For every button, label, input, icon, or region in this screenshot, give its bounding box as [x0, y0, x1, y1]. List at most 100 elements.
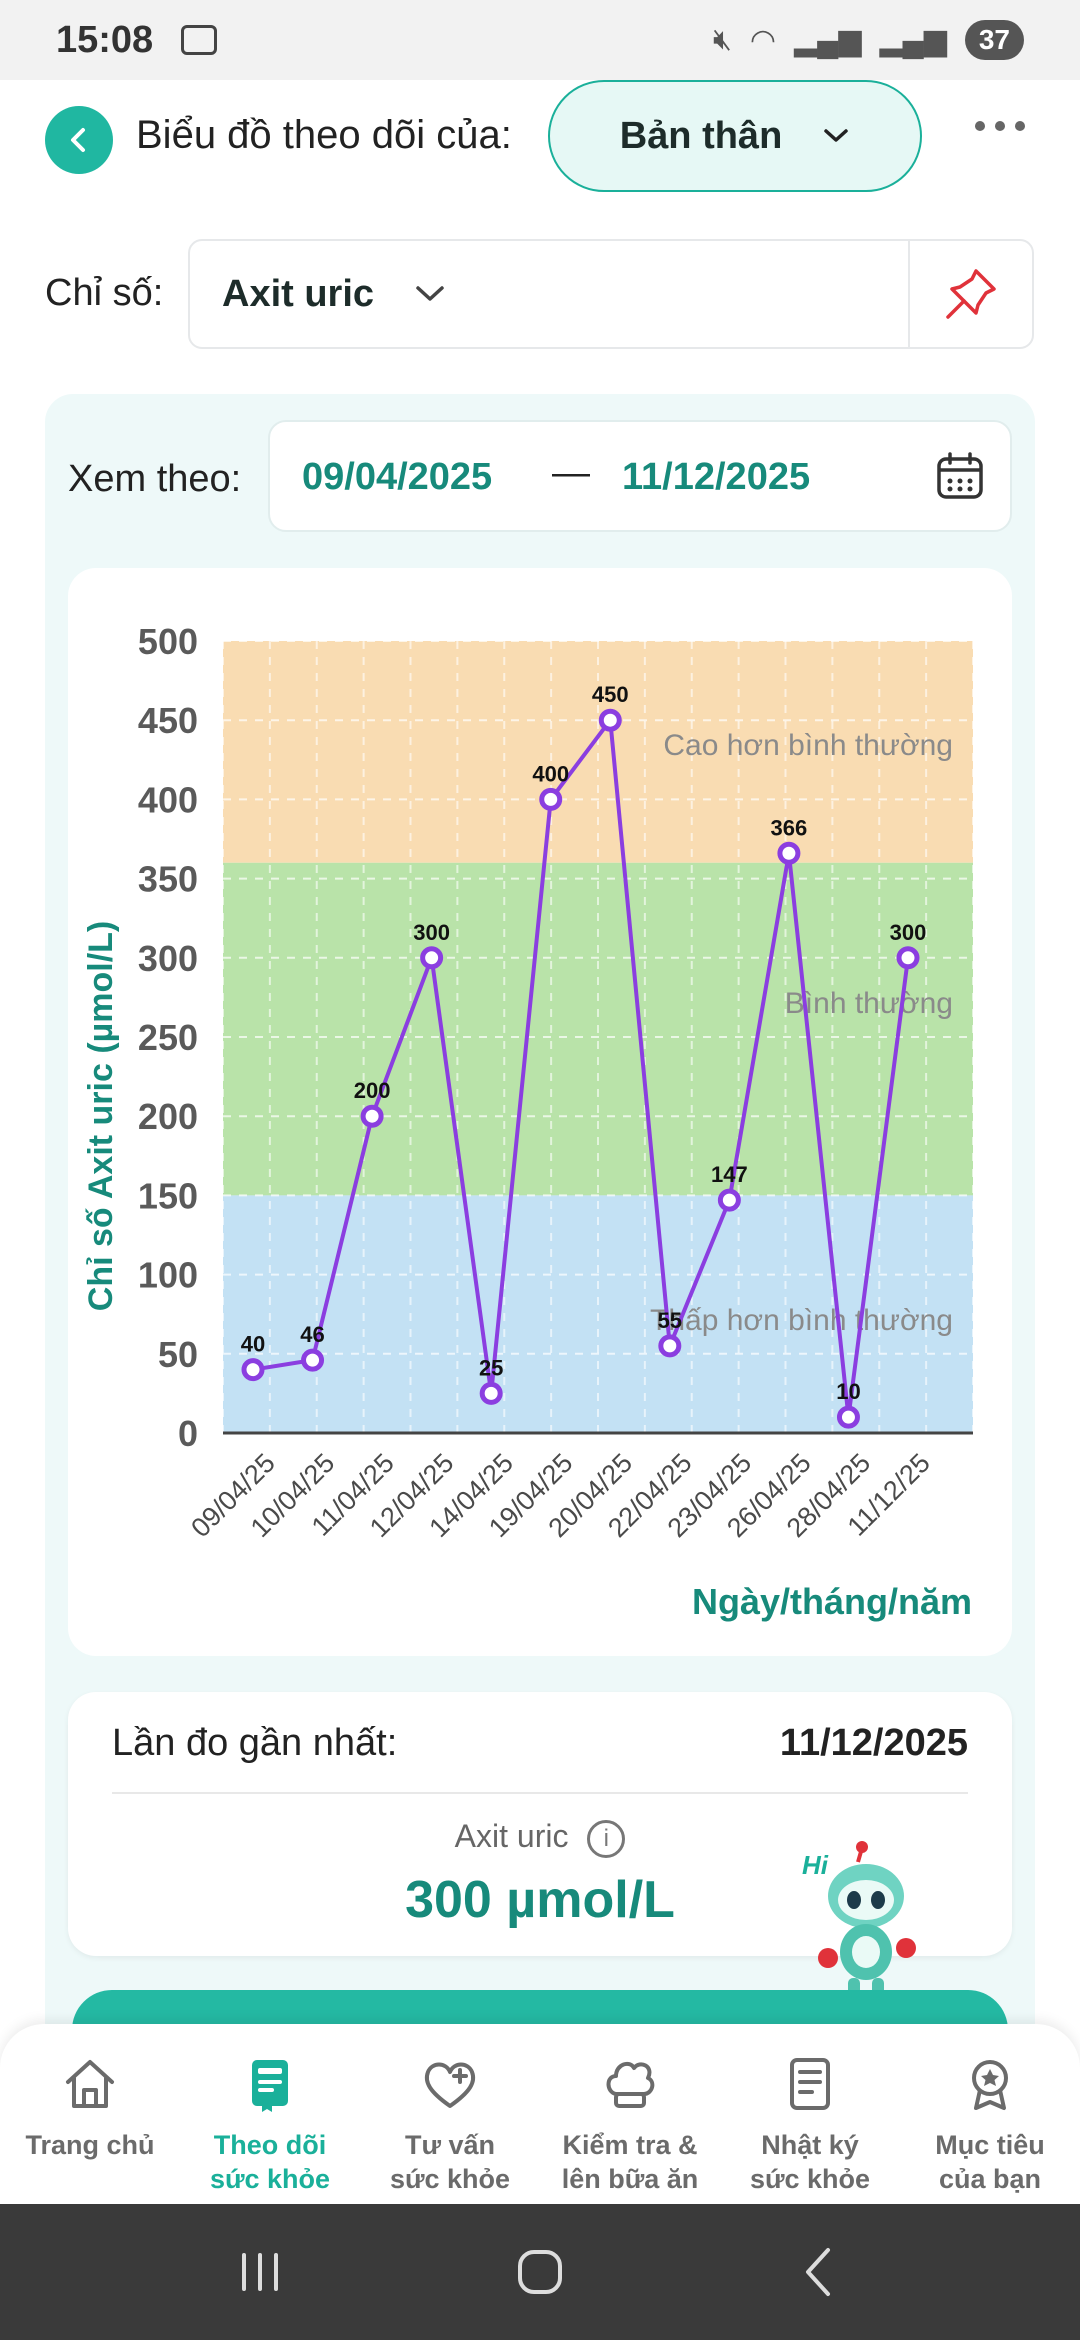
more-options-button[interactable] — [975, 116, 1031, 136]
last-measurement-metric-row: Axit uric i — [68, 1818, 1012, 1858]
robot-mascot-icon: Hi — [802, 1841, 916, 2008]
data-label: 55 — [658, 1308, 682, 1333]
last-measurement-value: 300 µmol/L — [405, 1871, 675, 1929]
nav-item-health-tracking[interactable]: Theo dõi sức khỏe — [180, 2024, 360, 2204]
calendar-icon — [937, 452, 983, 499]
metric-selected-value: Axit uric — [222, 272, 375, 315]
data-point — [598, 708, 622, 732]
data-label: 450 — [592, 682, 629, 707]
data-label: 10 — [836, 1379, 860, 1404]
home-button-icon[interactable] — [510, 2242, 570, 2302]
pin-icon — [946, 269, 996, 319]
data-point — [896, 946, 920, 970]
last-measurement-label: Lần đo gần nhất: — [112, 1722, 398, 1764]
y-tick-label: 50 — [158, 1334, 198, 1375]
wifi-icon: ◠ — [749, 23, 777, 57]
heart-plus-icon — [418, 2052, 482, 2116]
last-measurement-metric: Axit uric — [454, 1818, 569, 1854]
dot-icon — [1015, 121, 1025, 131]
data-point — [479, 1381, 503, 1405]
divider — [112, 1792, 968, 1794]
nav-label-goals: Mục tiêu của bạn — [935, 2130, 1045, 2194]
chart-card: 0 50 100 150 200 250 300 350 400 450 500 09/04/25 1… — [68, 568, 1012, 1656]
goal-badge-icon — [958, 2052, 1022, 2116]
dot-icon — [995, 121, 1005, 131]
chevron-down-icon — [824, 129, 849, 142]
data-point — [420, 946, 444, 970]
bottom-nav: Trang chủ Theo dõi sức khỏe Tư vấn sức k… — [0, 2024, 1080, 2204]
y-tick-label: 0 — [178, 1413, 198, 1454]
date-from[interactable]: 09/04/2025 — [302, 456, 493, 498]
y-tick-label: 100 — [138, 1255, 198, 1296]
date-range-picker[interactable]: 09/04/2025 — 11/12/2025 — [268, 420, 1012, 532]
recent-apps-icon[interactable] — [230, 2247, 290, 2297]
chevron-down-icon — [416, 286, 444, 301]
chevron-left-icon — [71, 128, 85, 152]
y-tick-label: 300 — [138, 938, 198, 979]
data-label: 400 — [532, 761, 569, 786]
y-axis-label: Chỉ số Axit uric (µmol/L) — [82, 921, 120, 1311]
profile-dropdown[interactable]: Bản thân — [548, 80, 922, 192]
mute-icon: 🔇︎ — [712, 23, 732, 56]
mascot-assistant[interactable]: Hi — [798, 1840, 938, 2010]
date-separator: — — [552, 452, 590, 494]
nav-item-health-journal[interactable]: Nhật ký sức khỏe — [720, 2024, 900, 2204]
page-title: Biểu đồ theo dõi của: — [136, 113, 512, 157]
y-tick-label: 450 — [138, 700, 198, 741]
calendar-button[interactable] — [934, 450, 986, 507]
metric-label: Chỉ số: — [45, 272, 164, 314]
last-measurement-date: 11/12/2025 — [779, 1722, 968, 1764]
profile-selected-label: Bản thân — [619, 114, 783, 157]
data-label: 300 — [890, 920, 927, 945]
nav-label-health-tracking: Theo dõi sức khỏe — [209, 2130, 331, 2194]
x-axis-label: Ngày/tháng/năm — [692, 1581, 972, 1622]
data-label: 366 — [771, 815, 808, 840]
status-icons: 🔇︎ ◠ ▂▄▆ ▂▄▆ 37 — [713, 20, 1024, 60]
data-label: 25 — [479, 1355, 503, 1380]
nav-item-goals[interactable]: Mục tiêu của bạn — [900, 2024, 1080, 2204]
series-line — [252, 718, 910, 1420]
back-button[interactable] — [45, 106, 113, 174]
y-tick-label: 150 — [138, 1175, 198, 1216]
y-tick-label: 400 — [138, 779, 198, 820]
data-label: 40 — [241, 1332, 265, 1357]
band-label-0: Cao hơn bình thường — [663, 729, 953, 762]
data-label: 147 — [711, 1162, 748, 1187]
nav-label-health-journal: Nhật ký sức khỏe — [749, 2130, 871, 2194]
nav-item-home[interactable]: Trang chủ — [0, 2024, 180, 2204]
info-icon[interactable]: i — [587, 1819, 626, 1858]
signal-icon: ▂▄▆ — [794, 23, 862, 57]
nav-label-home: Trang chủ — [25, 2130, 155, 2160]
nav-item-meal-check[interactable]: Kiểm tra & lên bữa ăn — [540, 2024, 720, 2204]
data-point — [777, 841, 801, 865]
date-to[interactable]: 11/12/2025 — [622, 456, 811, 498]
status-bar: 15:08 🔇︎ ◠ ▂▄▆ ▂▄▆ 37 — [0, 0, 1080, 80]
y-tick-label: 250 — [138, 1017, 198, 1058]
screenshot-icon — [181, 25, 218, 55]
band-label-1: Bình thường — [785, 987, 953, 1020]
header: Biểu đồ theo dõi của: Bản thân — [0, 80, 1080, 240]
back-nav-icon[interactable] — [790, 2242, 850, 2302]
nav-label-health-consult: Tư vấn sức khỏe — [389, 2130, 511, 2194]
data-point — [360, 1104, 384, 1128]
y-tick-label: 350 — [138, 859, 198, 900]
pin-button[interactable] — [908, 241, 1032, 347]
data-point — [241, 1358, 265, 1382]
nav-item-health-consult[interactable]: Tư vấn sức khỏe — [360, 2024, 540, 2204]
data-label: 200 — [354, 1078, 391, 1103]
range-label: Xem theo: — [68, 458, 242, 500]
mascot-greeting: Hi — [802, 1850, 829, 1880]
y-tick-label: 200 — [138, 1096, 198, 1137]
metric-dropdown[interactable]: Axit uric — [188, 239, 1034, 349]
home-icon — [58, 2052, 122, 2116]
data-label: 300 — [413, 920, 450, 945]
data-point — [717, 1188, 741, 1212]
dot-icon — [975, 121, 985, 131]
data-point — [301, 1348, 325, 1372]
nav-label-meal-check: Kiểm tra & lên bữa ăn — [561, 2130, 699, 2194]
battery-level: 37 — [964, 20, 1024, 60]
system-navigation-bar — [0, 2204, 1080, 2340]
signal-icon-2: ▂▄▆ — [879, 23, 947, 57]
y-tick-label: 500 — [138, 621, 198, 662]
